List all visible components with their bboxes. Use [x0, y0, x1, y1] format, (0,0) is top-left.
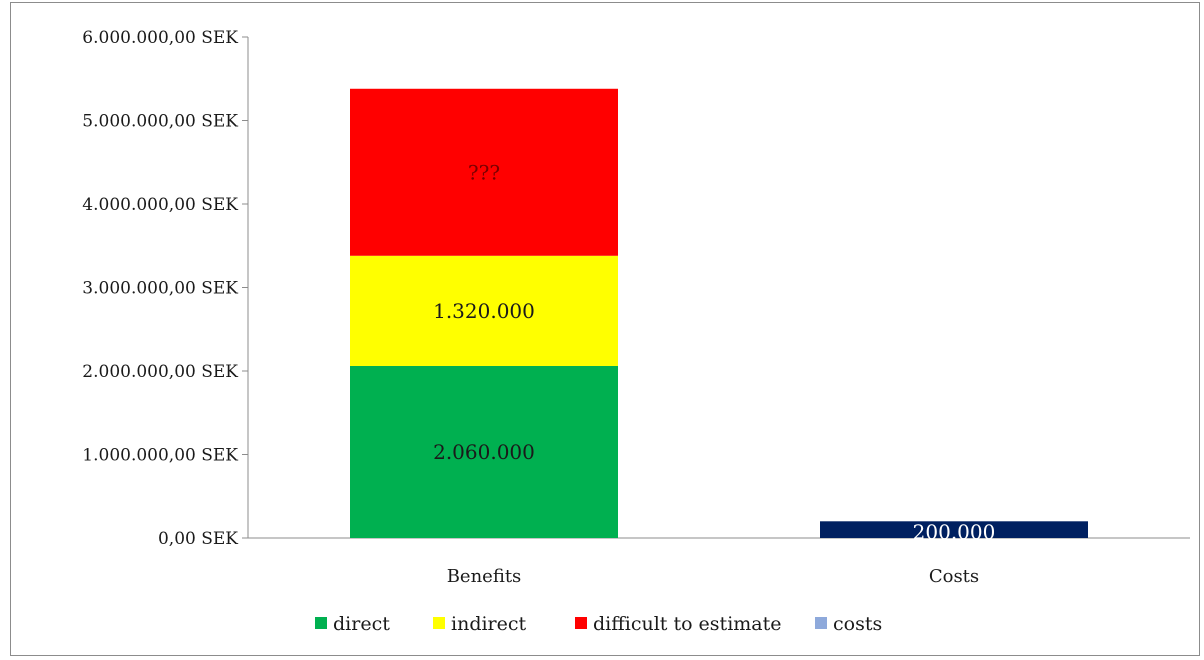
legend-swatch-costs [815, 617, 827, 629]
y-tick-label: 5.000.000,00 SEK [82, 112, 238, 132]
x-category-label: Costs [929, 566, 979, 587]
bar-direct-benefits [350, 365, 618, 538]
legend-label: direct [333, 613, 390, 635]
legend-swatch-direct [315, 617, 327, 629]
x-category-label: Benefits [447, 566, 522, 587]
bar-difficult-to-estimate-benefits [350, 88, 618, 256]
y-tick-label: 3.000.000,00 SEK [82, 279, 238, 299]
legend-swatch-indirect [433, 617, 445, 629]
legend-label: indirect [451, 613, 527, 635]
legend-label: difficult to estimate [593, 613, 782, 635]
data-label: ??? [468, 160, 500, 184]
bar-indirect-benefits [350, 255, 618, 366]
y-tick-label: 2.000.000,00 SEK [82, 362, 238, 382]
legend-label: costs [833, 613, 882, 635]
data-label: 200.000 [913, 520, 996, 544]
bar-costs-costs [820, 521, 1088, 538]
data-label: 2.060.000 [433, 440, 535, 464]
y-tick-label: 0,00 SEK [158, 529, 238, 549]
y-tick-label: 4.000.000,00 SEK [82, 195, 238, 215]
y-tick-label: 6.000.000,00 SEK [82, 28, 238, 48]
y-tick-label: 1.000.000,00 SEK [82, 446, 238, 466]
data-label: 1.320.000 [433, 299, 535, 323]
legend-swatch-difficult-to-estimate [575, 617, 587, 629]
